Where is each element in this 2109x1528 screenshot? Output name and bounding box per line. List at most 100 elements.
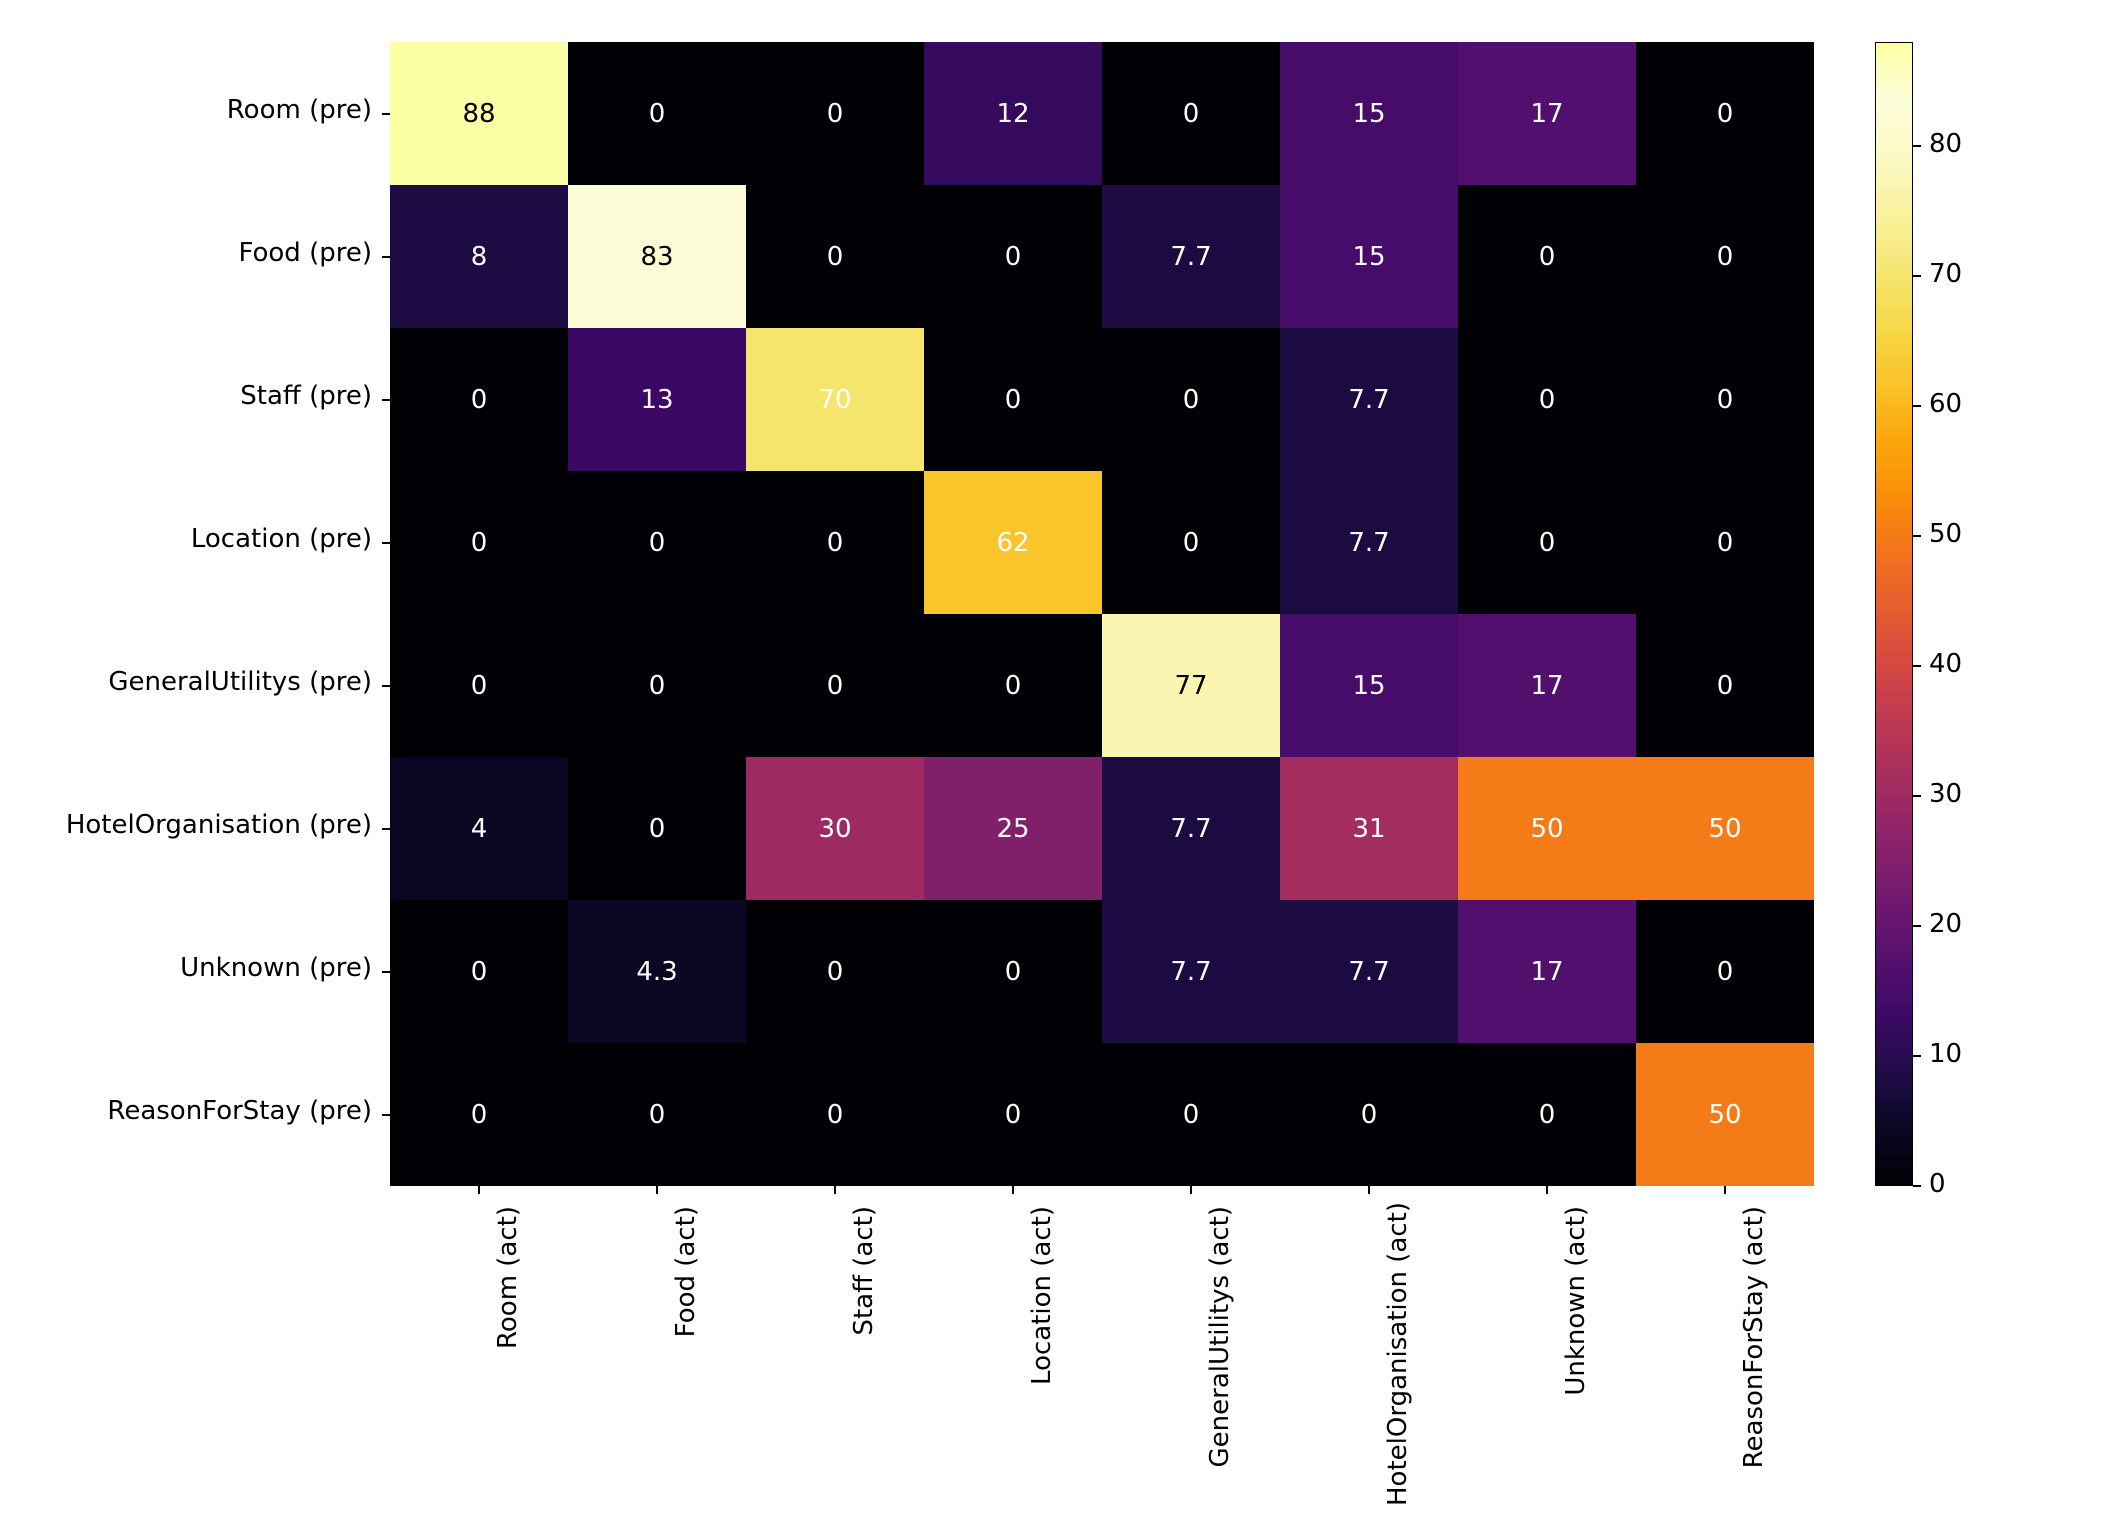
heatmap-cell-value: 0	[471, 671, 488, 701]
heatmap-row: 01370007.700	[390, 328, 1814, 471]
heatmap-cell: 0	[568, 42, 746, 185]
heatmap-cell-value: 0	[649, 528, 666, 558]
heatmap-cell-value: 62	[996, 528, 1029, 558]
heatmap-cell: 0	[1102, 471, 1280, 614]
heatmap-cell: 0	[924, 900, 1102, 1043]
heatmap-cell-value: 0	[1539, 385, 1556, 415]
heatmap-cell: 0	[1636, 900, 1814, 1043]
heatmap-cell-value: 17	[1530, 957, 1563, 987]
heatmap-cell-value: 0	[649, 99, 666, 129]
heatmap-cell-value: 0	[471, 528, 488, 558]
heatmap-row: 883007.71500	[390, 185, 1814, 328]
heatmap-cell-value: 31	[1352, 814, 1385, 844]
y-tick-label: GeneralUtilitys (pre)	[108, 667, 372, 697]
heatmap-cell: 7.7	[1280, 471, 1458, 614]
colorbar-tick-label: 10	[1929, 1039, 1962, 1069]
x-tick-mark	[834, 1186, 836, 1194]
x-tick-label: GeneralUtilitys (act)	[1205, 1206, 1235, 1506]
heatmap-cell-value: 4.3	[636, 957, 677, 987]
heatmap-cell-value: 0	[1005, 671, 1022, 701]
x-tick-label: Location (act)	[1027, 1206, 1057, 1506]
x-tick-label: Room (act)	[493, 1206, 523, 1506]
heatmap-cell: 0	[568, 471, 746, 614]
heatmap-cell: 0	[1636, 185, 1814, 328]
heatmap-cell: 30	[746, 757, 924, 900]
heatmap-cell-value: 0	[1361, 1100, 1378, 1130]
heatmap-cell: 77	[1102, 614, 1280, 757]
heatmap-cell-value: 0	[1717, 957, 1734, 987]
heatmap-cell: 4.3	[568, 900, 746, 1043]
x-tick-mark	[656, 1186, 658, 1194]
colorbar-tick-label: 40	[1929, 649, 1962, 679]
heatmap-cell-value: 0	[827, 528, 844, 558]
y-tick-label: Food (pre)	[238, 238, 372, 268]
x-tick-label: Unknown (act)	[1561, 1206, 1591, 1506]
heatmap-cell: 15	[1280, 185, 1458, 328]
heatmap-cell-value: 0	[827, 957, 844, 987]
heatmap-cell: 0	[1280, 1043, 1458, 1186]
x-tick-mark	[1546, 1186, 1548, 1194]
heatmap-cell-value: 0	[1183, 528, 1200, 558]
heatmap-cell: 0	[568, 1043, 746, 1186]
heatmap-cell: 0	[746, 614, 924, 757]
heatmap-cell-value: 0	[1183, 1100, 1200, 1130]
heatmap-cell: 0	[390, 328, 568, 471]
heatmap-cell-value: 0	[1717, 528, 1734, 558]
heatmap-cell: 0	[1636, 328, 1814, 471]
heatmap-cell-value: 0	[1539, 242, 1556, 272]
colorbar	[1875, 42, 1913, 1186]
colorbar-tick-mark	[1913, 665, 1921, 667]
heatmap-cell: 15	[1280, 42, 1458, 185]
y-tick-mark	[382, 256, 390, 258]
heatmap-cell: 0	[1102, 42, 1280, 185]
heatmap-cell: 12	[924, 42, 1102, 185]
heatmap-cell: 83	[568, 185, 746, 328]
x-tick-mark	[1190, 1186, 1192, 1194]
colorbar-tick-label: 60	[1929, 389, 1962, 419]
y-tick-mark	[382, 1114, 390, 1116]
heatmap-cell-value: 15	[1352, 671, 1385, 701]
heatmap-row: 00007715170	[390, 614, 1814, 757]
heatmap-cell-value: 0	[827, 242, 844, 272]
colorbar-tick-label: 70	[1929, 259, 1962, 289]
heatmap-cell-value: 0	[1183, 385, 1200, 415]
heatmap-cell: 17	[1458, 42, 1636, 185]
x-tick-mark	[478, 1186, 480, 1194]
y-tick-label: Staff (pre)	[240, 381, 372, 411]
heatmap-cell-value: 50	[1708, 814, 1741, 844]
y-tick-label: ReasonForStay (pre)	[107, 1096, 372, 1126]
heatmap-cell-value: 0	[1539, 1100, 1556, 1130]
heatmap-cell-value: 30	[818, 814, 851, 844]
heatmap-cell-value: 15	[1352, 242, 1385, 272]
heatmap-row: 880012015170	[390, 42, 1814, 185]
colorbar-tick-label: 50	[1929, 519, 1962, 549]
heatmap-cell: 0	[746, 185, 924, 328]
heatmap-grid: 880012015170883007.7150001370007.7000006…	[390, 42, 1814, 1186]
heatmap-cell: 0	[924, 328, 1102, 471]
heatmap-cell: 0	[390, 900, 568, 1043]
heatmap-cell-value: 7.7	[1170, 814, 1211, 844]
heatmap-cell-value: 0	[1717, 385, 1734, 415]
heatmap-cell-value: 15	[1352, 99, 1385, 129]
colorbar-segment	[1875, 1182, 1913, 1186]
heatmap-cell-value: 7.7	[1348, 957, 1389, 987]
heatmap-cell-value: 0	[1539, 528, 1556, 558]
y-tick-label: HotelOrganisation (pre)	[66, 810, 372, 840]
y-tick-label: Room (pre)	[227, 95, 372, 125]
heatmap-cell: 7.7	[1102, 757, 1280, 900]
y-tick-mark	[382, 399, 390, 401]
heatmap-cell: 7.7	[1280, 328, 1458, 471]
colorbar-tick-mark	[1913, 275, 1921, 277]
heatmap-cell: 31	[1280, 757, 1458, 900]
colorbar-tick-label: 0	[1929, 1169, 1946, 1199]
heatmap-cell: 62	[924, 471, 1102, 614]
heatmap-cell: 0	[390, 1043, 568, 1186]
heatmap-cell-value: 0	[1005, 957, 1022, 987]
heatmap-cell: 13	[568, 328, 746, 471]
heatmap-cell: 0	[1102, 1043, 1280, 1186]
heatmap-cell-value: 25	[996, 814, 1029, 844]
heatmap-cell-value: 0	[1717, 99, 1734, 129]
heatmap-cell-value: 0	[471, 957, 488, 987]
colorbar-tick-label: 80	[1929, 129, 1962, 159]
heatmap-cell: 0	[746, 1043, 924, 1186]
